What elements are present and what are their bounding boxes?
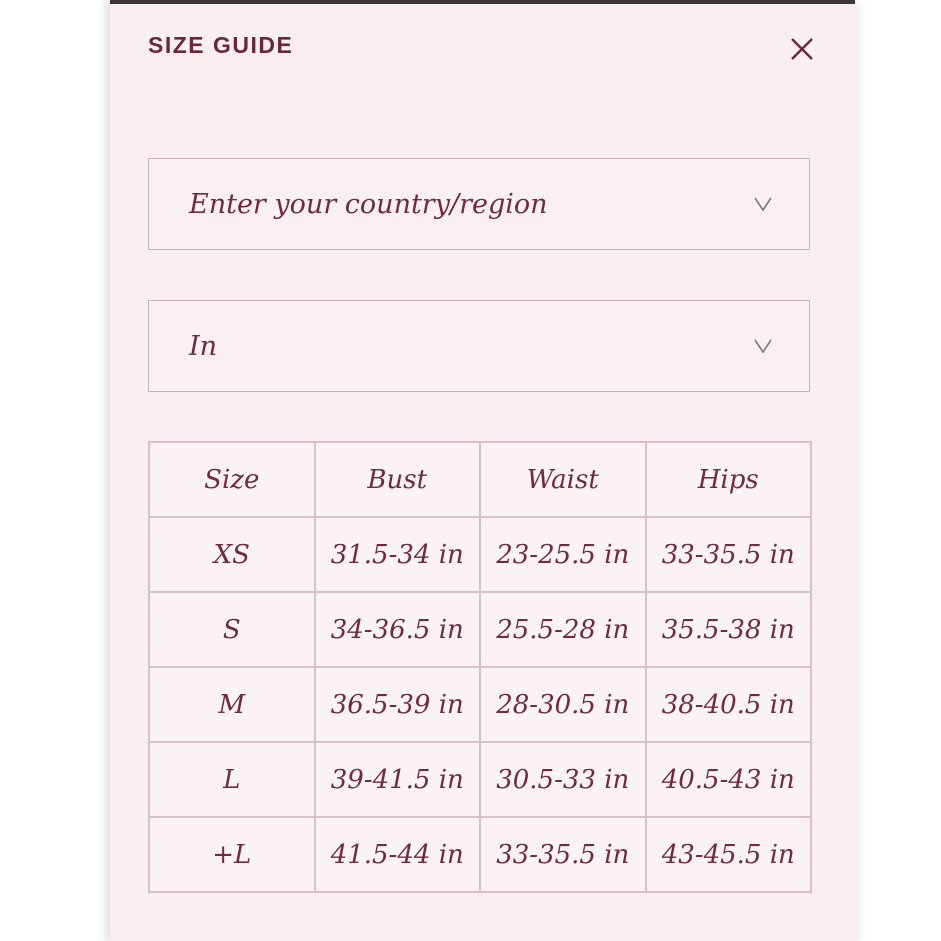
- hips-cell: 33-35.5 in: [644, 516, 812, 593]
- top-edge-strip: [110, 0, 855, 4]
- size-guide-modal: SIZE GUIDE Enter your country/region In …: [110, 0, 855, 941]
- modal-title: SIZE GUIDE: [148, 32, 294, 58]
- unit-select-value: In: [189, 330, 218, 362]
- bust-cell: 31.5-34 in: [313, 516, 481, 593]
- waist-cell: 30.5-33 in: [479, 741, 647, 818]
- table-row: +L 41.5-44 in 33-35.5 in 43-45.5 in: [148, 816, 812, 893]
- hips-cell: 35.5-38 in: [644, 591, 812, 668]
- waist-cell: 33-35.5 in: [479, 816, 647, 893]
- country-region-placeholder: Enter your country/region: [189, 188, 548, 220]
- waist-cell: 25.5-28 in: [479, 591, 647, 668]
- size-cell: XS: [148, 516, 316, 593]
- waist-cell: 23-25.5 in: [479, 516, 647, 593]
- table-header-row: Size Bust Waist Hips: [148, 441, 812, 518]
- size-table-container: Size Bust Waist Hips XS 31.5-34 in 23-25…: [148, 441, 812, 893]
- bust-cell: 34-36.5 in: [313, 591, 481, 668]
- chevron-down-icon: [754, 339, 772, 354]
- table-row: S 34-36.5 in 25.5-28 in 35.5-38 in: [148, 591, 812, 668]
- hips-cell: 40.5-43 in: [644, 741, 812, 818]
- hips-cell: 38-40.5 in: [644, 666, 812, 743]
- country-region-select[interactable]: Enter your country/region: [148, 158, 810, 250]
- column-header-hips: Hips: [644, 441, 812, 518]
- table-row: M 36.5-39 in 28-30.5 in 38-40.5 in: [148, 666, 812, 743]
- size-cell: M: [148, 666, 316, 743]
- size-table: Size Bust Waist Hips XS 31.5-34 in 23-25…: [148, 441, 812, 893]
- size-table-body: XS 31.5-34 in 23-25.5 in 33-35.5 in S 34…: [148, 516, 812, 893]
- bust-cell: 36.5-39 in: [313, 666, 481, 743]
- bust-cell: 39-41.5 in: [313, 741, 481, 818]
- table-row: XS 31.5-34 in 23-25.5 in 33-35.5 in: [148, 516, 812, 593]
- chevron-down-icon: [754, 197, 772, 212]
- close-icon: [791, 38, 813, 60]
- column-header-waist: Waist: [479, 441, 647, 518]
- size-cell: L: [148, 741, 316, 818]
- table-row: L 39-41.5 in 30.5-33 in 40.5-43 in: [148, 741, 812, 818]
- waist-cell: 28-30.5 in: [479, 666, 647, 743]
- close-button[interactable]: [785, 32, 819, 66]
- column-header-size: Size: [148, 441, 316, 518]
- size-cell: +L: [148, 816, 316, 893]
- unit-select[interactable]: In: [148, 300, 810, 392]
- size-cell: S: [148, 591, 316, 668]
- bust-cell: 41.5-44 in: [313, 816, 481, 893]
- hips-cell: 43-45.5 in: [644, 816, 812, 893]
- column-header-bust: Bust: [313, 441, 481, 518]
